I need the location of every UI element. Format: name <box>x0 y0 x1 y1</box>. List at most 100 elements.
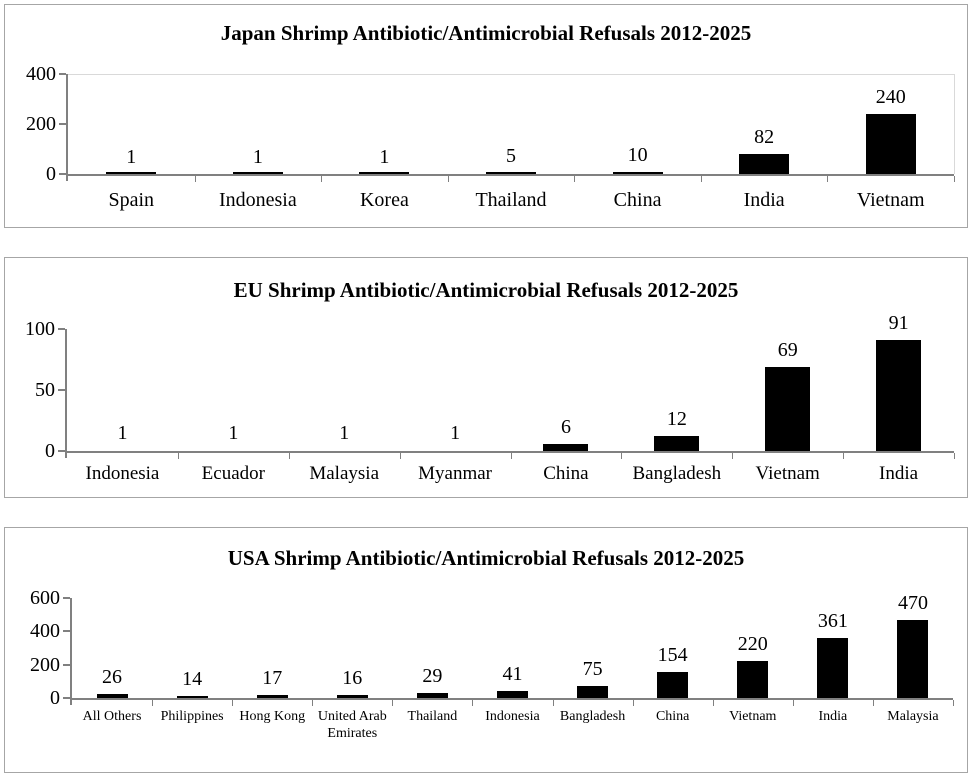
x-category-label: Thailand <box>475 189 547 211</box>
x-category-label: Myanmar <box>418 463 492 484</box>
bar <box>336 695 368 698</box>
x-axis-tick <box>288 453 290 459</box>
x-category-label: Indonesia <box>85 463 160 484</box>
x-axis-tick <box>510 453 512 459</box>
bar-value-label: 1 <box>126 145 137 168</box>
bar <box>876 339 922 451</box>
x-axis-tick <box>232 700 234 706</box>
x-category-label: Malaysia <box>309 463 380 484</box>
y-axis-tick <box>59 173 66 175</box>
bar <box>497 691 528 698</box>
bar-value-label: 1 <box>339 421 350 444</box>
bar-value-label: 5 <box>505 144 516 167</box>
x-category-label: China <box>613 189 662 211</box>
bar-value-label: 41 <box>502 663 523 686</box>
x-axis-tick <box>472 700 474 706</box>
bar <box>359 172 410 174</box>
bar <box>96 693 128 698</box>
bar <box>817 637 849 698</box>
x-axis-tick <box>552 700 554 706</box>
bar-value-label: 14 <box>182 667 203 690</box>
usa-chart-title: USA Shrimp Antibiotic/Antimicrobial Refu… <box>227 546 745 570</box>
x-category-label: All Others <box>82 709 142 724</box>
y-tick-label: 0 <box>45 440 55 462</box>
eu-chart-panel: EU Shrimp Antibiotic/Antimicrobial Refus… <box>4 257 968 498</box>
y-tick-label: 200 <box>30 653 60 676</box>
x-axis-tick <box>712 700 714 706</box>
x-category-label: Bangladesh <box>632 463 722 484</box>
bar <box>612 171 663 174</box>
x-category-label: China <box>655 709 690 724</box>
x-category-label: United Arab Emirates <box>317 709 387 741</box>
bar <box>657 672 689 698</box>
y-axis <box>66 74 68 181</box>
x-category-label: Vietnam <box>856 189 925 211</box>
x-axis-tick <box>177 453 179 459</box>
x-axis-tick <box>954 176 955 182</box>
y-tick-label: 50 <box>35 379 55 401</box>
bar-value-label: 470 <box>897 591 928 614</box>
y-axis-tick <box>58 389 65 391</box>
bar-value-label: 29 <box>422 665 443 688</box>
bar <box>897 619 929 698</box>
japan-chart-title: Japan Shrimp Antibiotic/Antimicrobial Re… <box>220 21 752 45</box>
bar <box>176 695 208 698</box>
x-axis-tick <box>954 453 955 459</box>
x-axis-tick <box>827 176 829 182</box>
x-axis-tick <box>872 700 874 706</box>
bar <box>106 172 157 174</box>
bar-value-label: 220 <box>737 633 768 656</box>
x-axis-tick <box>700 176 702 182</box>
bar-value-label: 26 <box>102 665 123 688</box>
x-axis-tick <box>447 176 449 182</box>
x-category-label: Ecuador <box>201 463 265 484</box>
bar <box>654 436 700 451</box>
x-axis-tick <box>194 176 196 182</box>
bar-value-label: 69 <box>777 338 798 361</box>
bar-value-label: 12 <box>666 408 687 431</box>
bar-value-label: 154 <box>657 644 688 667</box>
bar-value-label: 1 <box>379 145 390 168</box>
x-axis-tick <box>152 700 154 706</box>
y-axis-tick <box>59 73 66 75</box>
bar <box>256 695 288 698</box>
x-axis-tick <box>312 700 314 706</box>
japan-chart-panel: Japan Shrimp Antibiotic/Antimicrobial Re… <box>4 4 968 228</box>
y-axis-tick <box>63 663 70 666</box>
x-category-label: India <box>879 463 919 484</box>
bar-value-label: 361 <box>817 609 848 632</box>
bar <box>739 153 790 174</box>
y-axis-tick <box>58 450 65 452</box>
x-category-label: Vietnam <box>729 709 777 724</box>
bar-value-label: 16 <box>342 667 363 690</box>
y-axis-tick <box>59 123 66 125</box>
bar-value-label: 1 <box>228 421 239 444</box>
x-axis <box>65 451 954 453</box>
bar <box>865 114 916 174</box>
bar-value-label: 82 <box>754 125 775 148</box>
bar <box>543 443 589 451</box>
y-axis-tick <box>63 630 70 633</box>
y-tick-label: 0 <box>46 163 56 185</box>
x-axis-tick <box>392 700 394 706</box>
y-tick-label: 400 <box>26 63 56 85</box>
x-axis-tick <box>574 176 576 182</box>
x-axis-tick <box>321 176 323 182</box>
x-axis-tick <box>399 453 401 459</box>
x-category-label: Indonesia <box>485 709 540 724</box>
x-category-label: India <box>743 189 785 211</box>
x-axis-tick <box>632 700 634 706</box>
bar-value-label: 1 <box>252 145 263 168</box>
bar <box>232 172 283 174</box>
y-axis-tick <box>58 328 65 330</box>
plot-right-border <box>954 74 955 174</box>
y-tick-label: 0 <box>50 687 60 709</box>
eu-chart-title: EU Shrimp Antibiotic/Antimicrobial Refus… <box>233 278 739 302</box>
bar <box>737 661 769 698</box>
x-category-label: Hong Kong <box>239 709 306 724</box>
y-axis-tick <box>63 697 70 699</box>
bar-value-label: 75 <box>582 657 603 680</box>
y-axis <box>65 329 67 458</box>
bar <box>577 685 609 698</box>
